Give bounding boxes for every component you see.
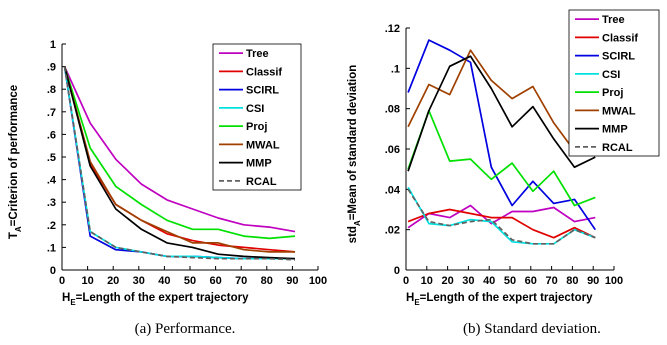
y-tick-label: .4 [47, 175, 57, 187]
x-tick-label: 0 [403, 275, 409, 287]
x-axis-title-sub: E [70, 298, 76, 307]
y-tick-label: .8 [47, 84, 56, 96]
y-axis-title-main: std [347, 226, 359, 243]
legend-label-scirl: SCIRL [246, 85, 279, 97]
legend-label-classif: Classif [246, 66, 282, 78]
y-tick-label: .02 [385, 225, 400, 237]
chart-performance: 0.1.2.3.4.5.6.7.8.910 10 20 30 40 50 60 70 80 90 1… [8, 39, 327, 337]
y-tick-label: .7 [47, 107, 56, 119]
y-tick-label: .12 [385, 23, 400, 35]
legend-label-rcal: RCAL [246, 176, 277, 188]
x-tick-label: 100 [605, 275, 623, 287]
y-axis-title-sub: A [14, 226, 23, 232]
legend-label-csi: CSI [246, 103, 264, 115]
y-axis-title-main: T [8, 232, 20, 239]
y-tick-label: .2 [47, 220, 56, 232]
x-tick-label: 60 [525, 275, 537, 287]
series-line-rcal [407, 188, 596, 245]
y-tick-label: 1 [50, 39, 56, 51]
x-axis-title-main: H [62, 292, 70, 304]
caption: (b) Standard deviation. [463, 321, 601, 337]
x-tick-label: 50 [184, 275, 196, 287]
y-tick-label: .1 [391, 63, 400, 75]
y-axis-title-rest: =Mean of standard deviation [347, 65, 359, 221]
legend-label-classif: Classif [602, 32, 638, 44]
legend-label-proj: Proj [246, 121, 267, 133]
y-tick-label: 0 [50, 265, 56, 277]
legend-box [568, 9, 660, 157]
series-line-rcal [63, 66, 296, 261]
x-tick-label: 90 [286, 275, 298, 287]
x-tick-label: 70 [545, 275, 557, 287]
x-tick-label: 40 [483, 275, 495, 287]
x-tick-label: 70 [235, 275, 247, 287]
series-line-tree [63, 66, 296, 233]
y-tick-label: .5 [47, 152, 56, 164]
series-line-scirl [407, 39, 597, 231]
x-tick-label: 30 [133, 275, 145, 287]
series-line-mmp [407, 55, 596, 172]
legend-label-mwal: MWAL [246, 139, 280, 151]
y-tick-label: .06 [385, 144, 400, 156]
y-tick-label: .3 [47, 197, 56, 209]
x-tick-label: 0 [59, 275, 65, 287]
x-tick-label: 50 [504, 275, 516, 287]
y-tick-label: .08 [385, 104, 400, 116]
x-tick-label: 100 [309, 275, 327, 287]
x-tick-label: 90 [587, 275, 599, 287]
legend-label-mwal: MWAL [602, 105, 636, 117]
legend-box [212, 43, 302, 191]
legend: Tree Classif SCIRL CSI Proj MWAL MMP RCAL [212, 43, 302, 191]
y-tick-label: .1 [47, 242, 56, 254]
series-line-classif [407, 208, 596, 239]
legend-label-proj: Proj [602, 87, 623, 99]
x-tick-label: 80 [261, 275, 273, 287]
legend-label-tree: Tree [602, 14, 625, 26]
x-axis-title: HE=Length of the expert trajectory [62, 292, 249, 307]
series-line-mwal [63, 66, 295, 253]
x-tick-label: 20 [441, 275, 453, 287]
series-line-proj [407, 109, 596, 207]
x-axis-title: HE=Length of the expert trajectory [406, 292, 593, 307]
x-tick-label: 10 [421, 275, 433, 287]
x-tick-label: 30 [462, 275, 474, 287]
legend-label-rcal: RCAL [602, 142, 633, 154]
series-line-mmp [63, 66, 296, 260]
y-axis-title: TA=Criterion of performance [8, 85, 23, 239]
y-tick-label: .6 [47, 129, 56, 141]
legend-label-scirl: SCIRL [602, 51, 635, 63]
y-axis-title-rest: =Criterion of performance [8, 85, 20, 227]
x-tick-label: 60 [209, 275, 221, 287]
y-axis-title: stdA=Mean of standard deviation [347, 65, 362, 244]
x-axis-title-sub: E [414, 298, 420, 307]
series-line-proj [63, 66, 296, 240]
y-tick-label: .9 [47, 62, 56, 74]
caption: (a) Performance. [135, 321, 236, 337]
x-tick-label: 20 [107, 275, 119, 287]
legend-label-mmp: MMP [602, 124, 628, 136]
x-tick-label: 10 [81, 275, 93, 287]
legend: Tree Classif SCIRL CSI Proj MWAL MMP RCAL [568, 9, 660, 157]
y-axis-title-sub: A [353, 220, 362, 226]
chart-standard-deviation: 0 .02 .04 .06 .08 .1 .12 0 10 20 30 40 50 60 70 80 90 100… [347, 9, 660, 337]
y-tick-label: .04 [385, 184, 401, 196]
x-axis-title-rest: =Length of the expert trajectory [76, 292, 249, 304]
x-axis-title-rest: =Length of the expert trajectory [420, 292, 593, 304]
legend-label-tree: Tree [246, 48, 269, 60]
legend-label-csi: CSI [602, 69, 620, 81]
x-axis-title-main: H [406, 292, 414, 304]
y-tick-label: 0 [394, 265, 400, 277]
series-line-mwal [407, 49, 596, 152]
x-tick-label: 80 [566, 275, 578, 287]
legend-label-mmp: MMP [246, 158, 272, 170]
x-tick-label: 40 [158, 275, 170, 287]
